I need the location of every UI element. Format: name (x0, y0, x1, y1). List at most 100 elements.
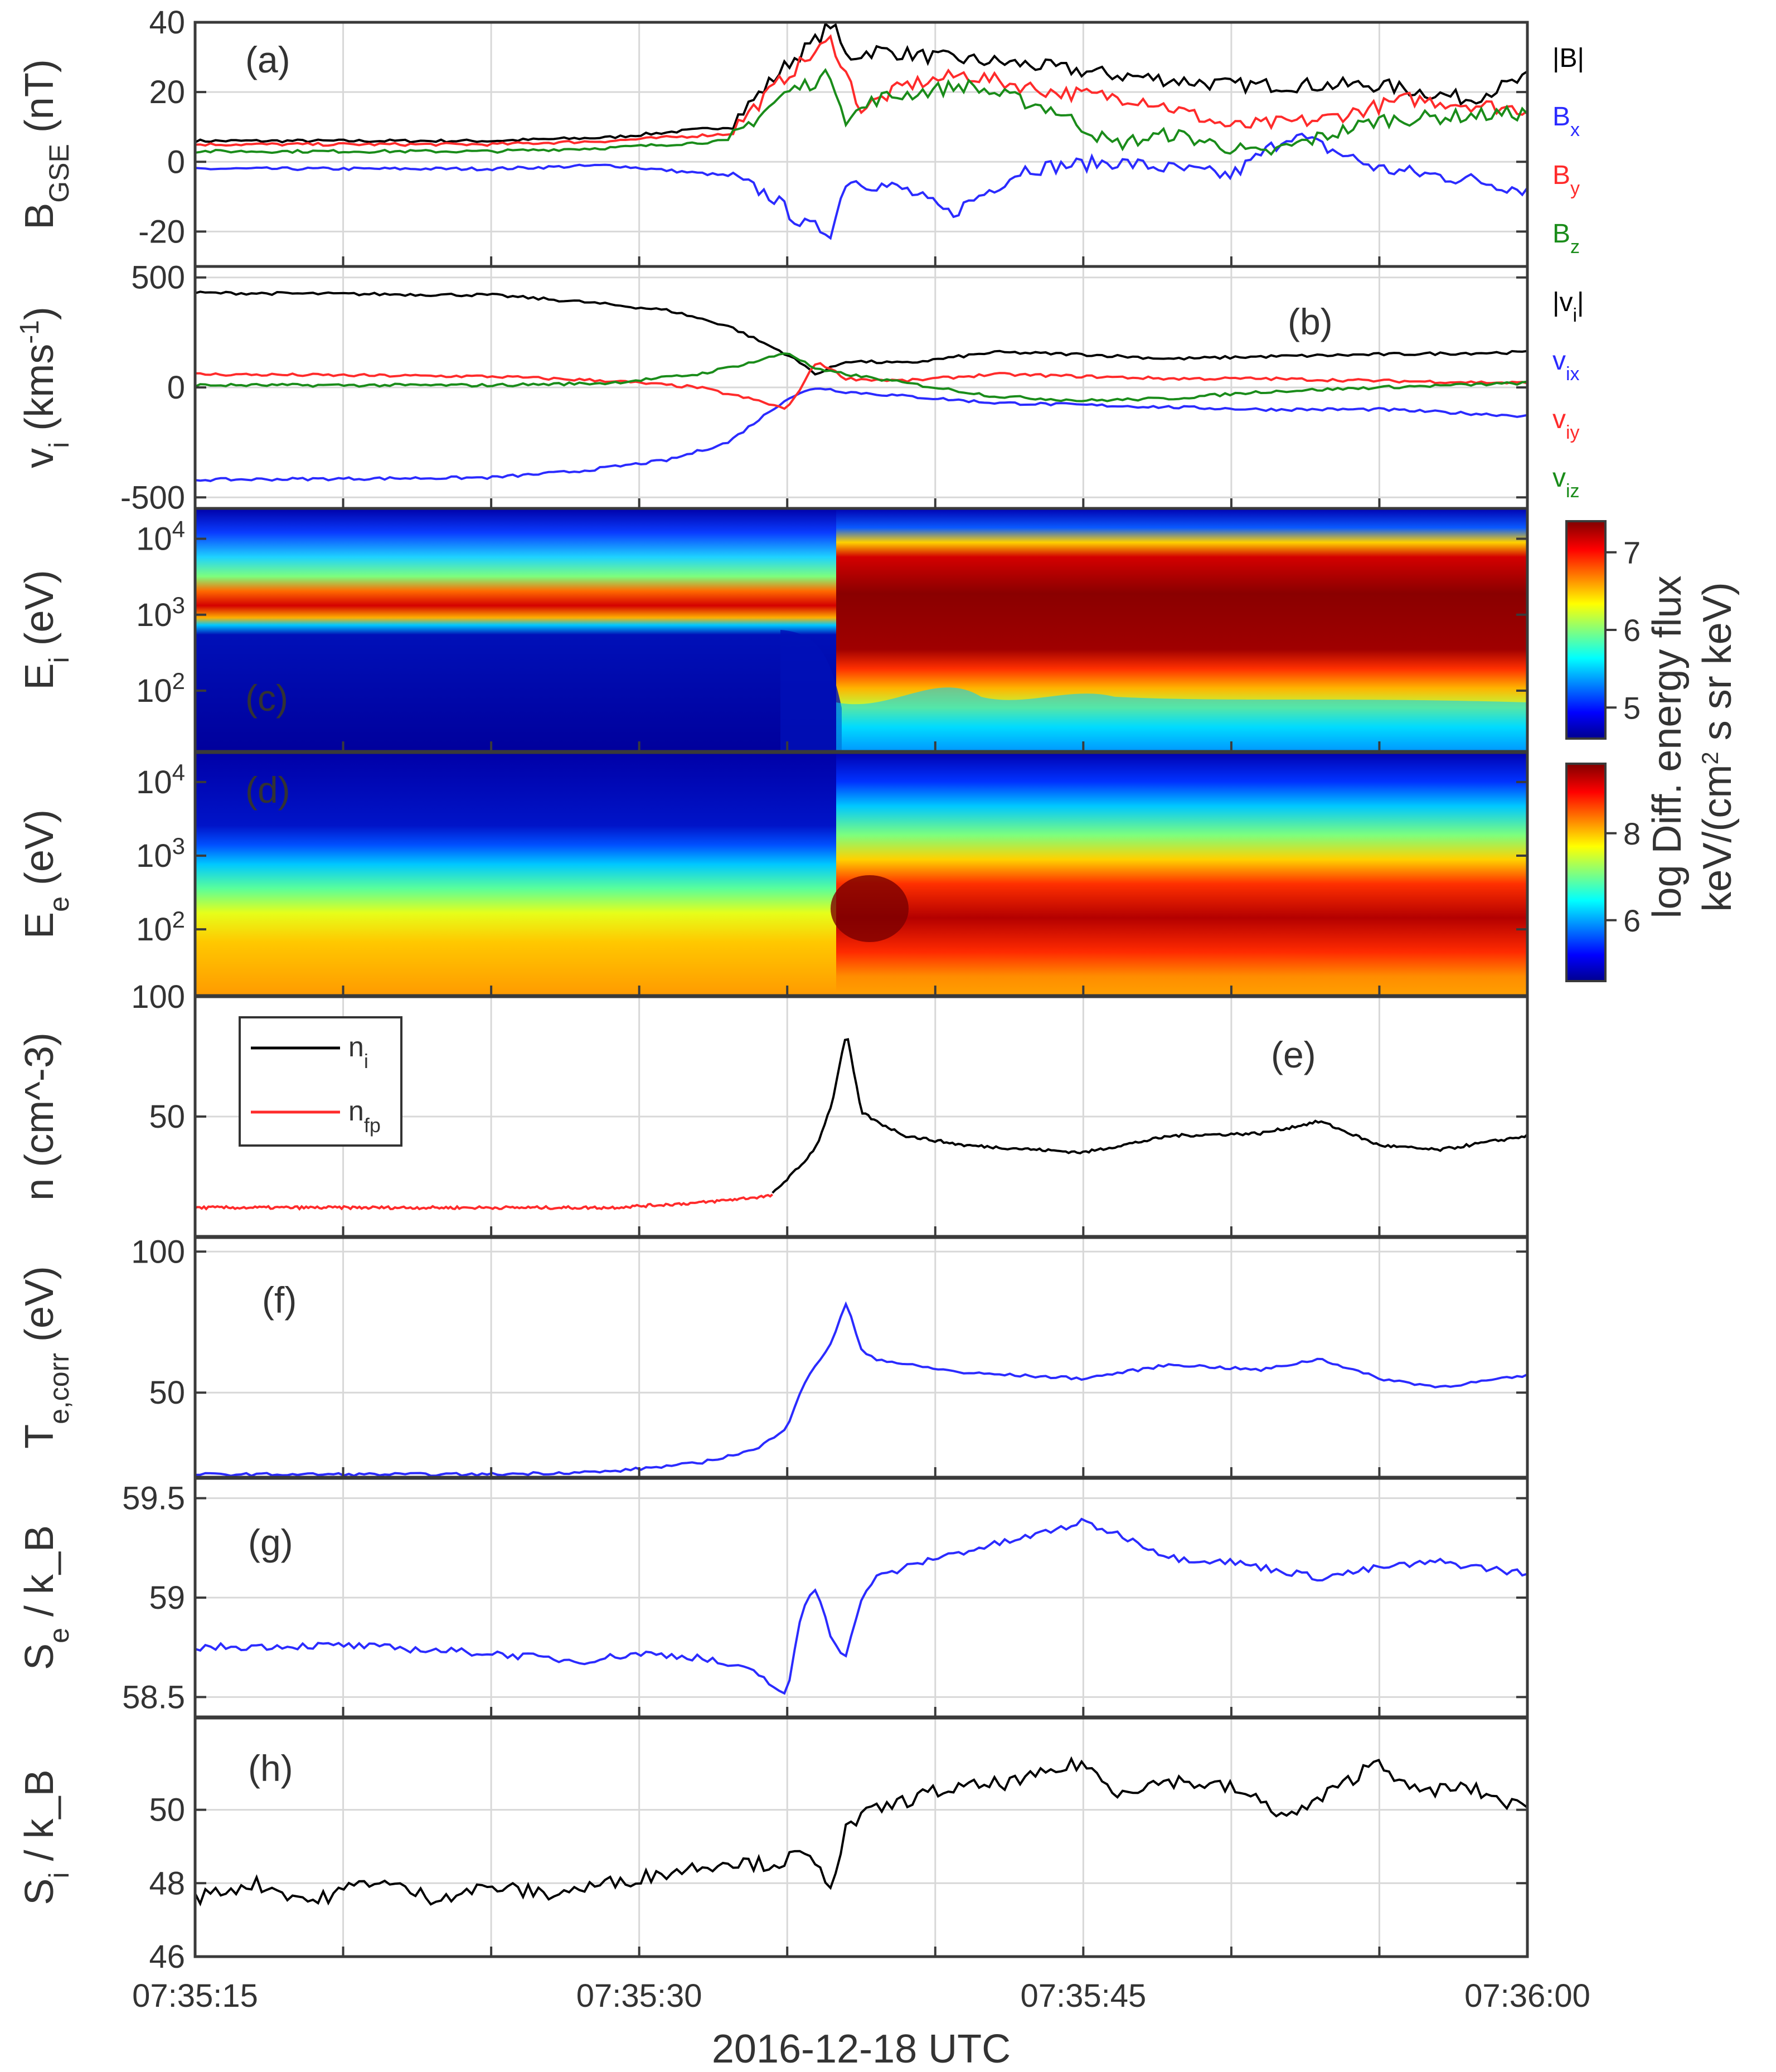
legend-box-e: ni nfp (239, 1016, 402, 1147)
y-tick-label: 104 (136, 759, 185, 800)
x-tick-label: 07:36:00 (1464, 1978, 1590, 2014)
y-axis-label-c: Ei (eV) (17, 570, 75, 690)
y-ticks-h: 50 48 46 (149, 1792, 1527, 1975)
x-tick-label: 07:35:45 (1020, 1978, 1146, 2014)
colorbar-tick-label: 6 (1623, 613, 1641, 648)
panel-label-c: (c) (245, 677, 288, 719)
svg-text:BGSE (nT): BGSE (nT) (17, 59, 75, 230)
y-tick-label: 46 (149, 1939, 185, 1975)
y-tick-label: 500 (131, 260, 185, 296)
x-tick-label: 07:35:30 (576, 1978, 702, 2014)
y-tick-label: 102 (136, 668, 185, 710)
x-axis-title: 2016-12-18 UTC (712, 2027, 1011, 2071)
panel-h (194, 1718, 1528, 1957)
panel-g (195, 1478, 1528, 1717)
axes-frame-f (193, 1236, 1529, 1479)
legend-entry-a-1: Bx (1552, 102, 1580, 140)
y-ticks-b: 500 0 -500 (120, 260, 1527, 516)
panel-label-g: (g) (248, 1522, 293, 1563)
svg-text:Si / k_B: Si / k_B (17, 1769, 75, 1905)
colorbar-tick-label: 6 (1623, 903, 1641, 938)
series-line-g-0 (195, 1517, 1528, 1695)
series-line-b-3 (195, 352, 1528, 402)
axes-frame-h (193, 1716, 1529, 1958)
y-ticks-e: 100 50 (131, 979, 1527, 1236)
series-line-b-1 (195, 387, 1528, 482)
panel-b (195, 266, 1528, 508)
electron-spectrogram (195, 753, 1527, 996)
series-line-a-0 (195, 22, 1528, 144)
y-tick-label: -20 (138, 213, 185, 250)
colorbar-tick-label: 7 (1623, 535, 1641, 570)
y-tick-label: 59 (149, 1580, 185, 1616)
y-ticks-f: 100 50 (131, 1234, 1527, 1477)
ion-spectrogram (195, 508, 1527, 751)
y-axis-label-a: BGSE (nT) (17, 59, 75, 230)
y-tick-label: 59.5 (122, 1481, 185, 1517)
panel-f (195, 1238, 1528, 1477)
series-line-b-2 (195, 362, 1528, 410)
y-axis-label-f: Te,corr (eV) (17, 1266, 75, 1449)
y-tick-label: 103 (136, 832, 185, 874)
svg-text:vi (kms-1): vi (kms-1) (15, 307, 75, 468)
series-line-f-0 (195, 1301, 1528, 1477)
y-axis-label-g: Se / k_B (17, 1525, 75, 1670)
y-ticks-g: 59.5 59 58.5 (122, 1481, 1527, 1717)
y-tick-label: 102 (136, 906, 185, 948)
legend-entry-b-2: viy (1552, 405, 1580, 443)
panel-a (195, 22, 1528, 266)
legend-entry-a-0: |B| (1552, 43, 1584, 73)
series-line-h-0 (194, 1756, 1528, 1906)
y-tick-label: 103 (136, 591, 185, 633)
svg-text:Ee (eV): Ee (eV) (17, 809, 75, 939)
panel-label-f: (f) (262, 1279, 297, 1321)
colorbar-tick-label: 5 (1623, 690, 1641, 725)
panel-e (195, 997, 1528, 1236)
y-tick-label: 50 (149, 1099, 185, 1135)
legend-entry-b-0: |vi| (1552, 288, 1584, 326)
y-tick-label: -500 (120, 479, 185, 516)
series-line-e-0 (771, 1038, 1528, 1194)
legend-entry-a-2: By (1552, 161, 1580, 199)
y-ticks-d: 104 103 102 (136, 759, 1527, 996)
y-tick-label: 50 (149, 1375, 185, 1411)
series-line-e-1 (195, 1193, 774, 1211)
legend-entry-b-3: viz (1552, 463, 1580, 502)
x-axis-ticks: 07:35:15 07:35:30 07:35:45 07:36:00 (132, 1978, 1590, 2014)
colorbar-label-2: keV/(cm2 s sr keV) (1695, 582, 1740, 911)
legend-entry-a-3: Bz (1552, 219, 1580, 258)
y-tick-label: 0 (167, 370, 185, 406)
series-line-b-0 (195, 290, 1528, 376)
panel-label-b: (b) (1288, 301, 1333, 342)
y-tick-label: 100 (131, 979, 185, 1015)
y-axis-label-d: Ee (eV) (17, 809, 75, 939)
colorbar-electrons (1565, 763, 1607, 982)
y-tick-label: 48 (149, 1865, 185, 1901)
legend-entry-e-1: nfp (348, 1095, 381, 1137)
y-axis-label-e: n (cm^-3) (17, 1032, 62, 1201)
y-axis-label-h: Si / k_B (17, 1769, 75, 1905)
x-tick-label: 07:35:15 (132, 1978, 258, 2014)
colorbar-ions (1565, 520, 1607, 740)
y-tick-label: 58.5 (122, 1679, 185, 1715)
svg-text:n (cm^-3): n (cm^-3) (17, 1032, 62, 1201)
y-ticks-c: 104 103 102 (136, 516, 1527, 751)
panel-label-d: (d) (245, 769, 290, 811)
colorbar-tick-label: 8 (1623, 816, 1641, 851)
y-tick-label: 0 (167, 144, 185, 180)
series-line-a-3 (195, 67, 1528, 156)
y-tick-label: 104 (136, 516, 185, 557)
legend-entry-e-0: ni (348, 1031, 368, 1073)
y-tick-label: 40 (149, 4, 185, 41)
y-tick-label: 50 (149, 1792, 185, 1828)
colorbar-label-1: log Diff. energy flux (1645, 576, 1690, 919)
series-line-a-1 (195, 132, 1528, 240)
series-line-a-2 (195, 34, 1528, 147)
legend-entry-b-1: vix (1552, 346, 1580, 385)
svg-text:Ei (eV): Ei (eV) (17, 570, 75, 690)
y-tick-label: 100 (131, 1234, 185, 1270)
svg-text:Se / k_B: Se / k_B (17, 1525, 75, 1670)
panel-label-h: (h) (248, 1748, 293, 1789)
panel-label-a: (a) (245, 39, 290, 80)
